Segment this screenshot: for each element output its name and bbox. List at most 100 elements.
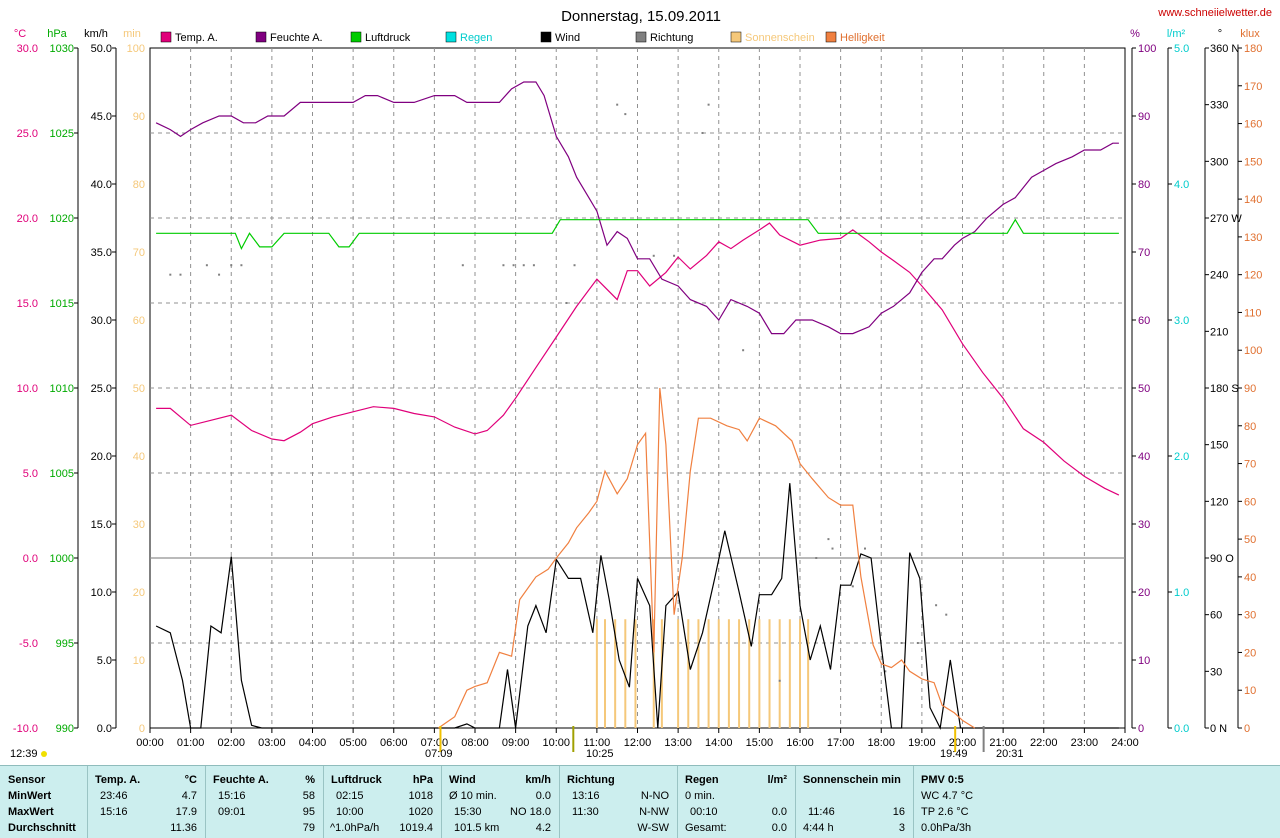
tick-label-pressure: 1020 [50, 213, 74, 225]
stats-cell: 0.0 [771, 822, 787, 834]
x-tick-label: 18:00 [867, 737, 895, 749]
x-tick-label: 01:00 [177, 737, 205, 749]
direction-point [502, 264, 505, 267]
x-tick-label: 21:00 [989, 737, 1017, 749]
tick-label-sun: 40 [133, 451, 145, 463]
stats-cell: 95 [302, 806, 315, 818]
tick-label-humidity: 10 [1138, 655, 1150, 667]
direction-point [945, 613, 948, 616]
tick-label-light: 10 [1244, 685, 1256, 697]
x-tick-label: 12:00 [624, 737, 652, 749]
tick-label-sun: 90 [133, 111, 145, 123]
time-marker-dusk: 20:31 [996, 748, 1024, 760]
direction-point [512, 264, 515, 267]
legend-label: Richtung [650, 32, 693, 44]
stats-direction-column: Richtung 13:16 N-NO 11:30 N-NW W-SW [560, 766, 678, 838]
direction-point [573, 264, 576, 267]
stats-cell: W-SW [637, 822, 669, 834]
legend-label: Wind [555, 32, 580, 44]
tick-label-temp: 10.0 [17, 383, 38, 395]
stats-cell: 11.36 [170, 822, 197, 834]
stats-wind-header: Wind [449, 774, 476, 786]
axis-unit-labels: °C hPa km/h min% l/m² ° klux [14, 28, 1260, 40]
legend-swatch [540, 31, 552, 43]
legend-label: Luftdruck [365, 32, 411, 44]
direction-point [624, 113, 627, 116]
site-url: www.schneiielwetter.de [1157, 7, 1272, 19]
stats-direction-header: Richtung [567, 774, 615, 786]
tick-label-pressure: 1010 [50, 383, 74, 395]
stats-cell: 4:44 h [803, 822, 834, 834]
tick-label-light: 80 [1244, 421, 1256, 433]
unit-label-rain: l/m² [1167, 28, 1186, 40]
tick-label-humidity: 50 [1138, 383, 1150, 395]
grid [150, 48, 1125, 728]
tick-label-direction: 0 N [1210, 723, 1227, 735]
tick-label-rain: 1.0 [1174, 587, 1189, 599]
stats-cell: 1018 [408, 790, 433, 802]
x-tick-label: 13:00 [664, 737, 692, 749]
time-marker-mid: 10:25 [586, 748, 614, 760]
tick-label-light: 160 [1244, 119, 1262, 131]
direction-point [851, 585, 854, 588]
stats-cell: 00:10 [690, 806, 718, 818]
direction-point [522, 264, 525, 267]
stats-cell: 0.0 [535, 790, 551, 802]
tick-label-rain: 2.0 [1174, 451, 1189, 463]
tick-label-temp: 30.0 [17, 43, 38, 55]
stats-cell: 15:16 [218, 790, 246, 802]
legend-swatch [350, 31, 362, 43]
tick-label-humidity: 100 [1138, 43, 1156, 55]
tick-label-direction: 360 N [1210, 43, 1239, 55]
legend-label: Sonnenschein [745, 32, 815, 44]
direction-points [169, 103, 948, 682]
stats-temp-header: Temp. A. [95, 774, 141, 786]
tick-label-humidity: 80 [1138, 179, 1150, 191]
direction-point [884, 670, 887, 673]
tick-label-pressure: 1005 [50, 468, 74, 480]
legend-swatch [255, 31, 267, 43]
tick-label-pressure: 1000 [50, 553, 74, 565]
unit-label-sun: min [123, 28, 141, 40]
series-lines [155, 81, 1120, 730]
tick-label-humidity: 70 [1138, 247, 1150, 259]
direction-point [900, 642, 903, 644]
tick-label-wind: 20.0 [91, 451, 112, 463]
legend: Temp. A. Feuchte A. Luftdruck Regen Wind Rich… [160, 31, 885, 44]
x-tick-label: 24:00 [1111, 737, 1139, 749]
tick-label-pressure: 1030 [50, 43, 74, 55]
stats-row-label: MaxWert [8, 806, 54, 818]
stats-cell: 79 [302, 822, 315, 834]
sun-icon [41, 751, 47, 757]
stats-cell: N-NW [639, 806, 669, 818]
legend-label: Feuchte A. [270, 32, 323, 44]
tick-label-pressure: 995 [56, 638, 74, 650]
x-tick-label: 14:00 [705, 737, 733, 749]
stats-cell: 58 [302, 790, 315, 802]
stats-cell: 1019.4 [399, 822, 433, 834]
tick-label-direction: 240 [1210, 270, 1228, 282]
stats-cell: 09:01 [218, 806, 246, 818]
tick-label-direction: 120 [1210, 496, 1228, 508]
direction-point [815, 557, 818, 559]
series-line-temp-a [156, 222, 1120, 496]
legend-swatch [730, 31, 742, 43]
x-tick-label: 23:00 [1071, 737, 1099, 749]
tick-label-humidity: 90 [1138, 111, 1150, 123]
x-tick-label: 16:00 [786, 737, 814, 749]
tick-label-direction: 270 W [1210, 213, 1242, 225]
tick-label-temp: 0.0 [23, 553, 38, 565]
tick-label-light: 140 [1244, 194, 1262, 206]
stats-temp-column: Temp. A. °C 23:46 4.7 15:16 17.9 11.36 [88, 766, 206, 838]
legend-swatch [825, 31, 837, 43]
direction-point [916, 642, 919, 644]
direction-point [707, 103, 710, 106]
x-tick-label: 08:00 [461, 737, 489, 749]
stats-row-label: Durchschnitt [8, 822, 76, 834]
direction-point [565, 302, 568, 304]
x-tick-label: 09:00 [502, 737, 530, 749]
x-tick-label: 05:00 [339, 737, 367, 749]
tick-label-light: 50 [1244, 534, 1256, 546]
tick-label-sun: 100 [127, 43, 145, 55]
x-tick-label: 22:00 [1030, 737, 1058, 749]
